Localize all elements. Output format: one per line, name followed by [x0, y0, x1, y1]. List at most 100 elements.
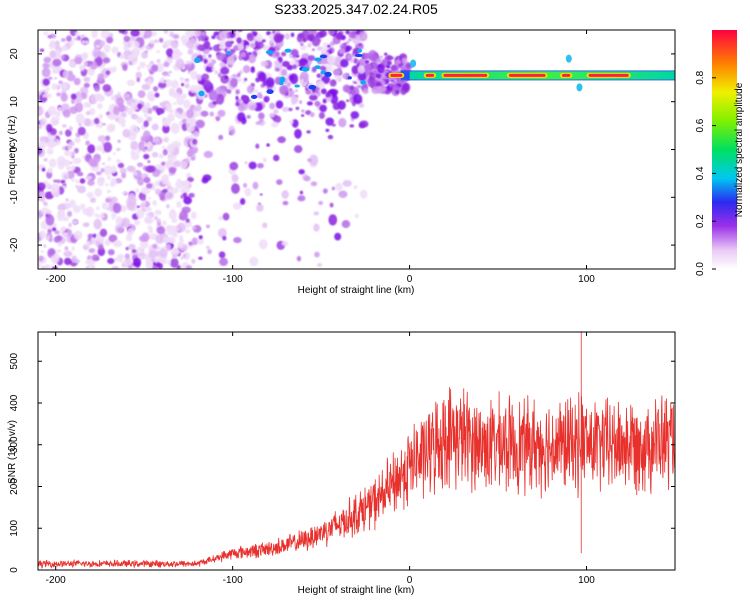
noise-speckle	[73, 77, 81, 86]
noise-speckle	[218, 251, 226, 259]
snr-y-tick-label: 100	[9, 519, 20, 536]
noise-speckle	[161, 71, 169, 77]
noise-speckle	[217, 227, 227, 238]
noise-speckle	[103, 44, 111, 53]
noise-speckle	[208, 89, 218, 101]
noise-speckle	[95, 44, 101, 49]
noise-speckle	[107, 249, 115, 256]
noise-speckle	[74, 31, 80, 36]
noise-speckle	[170, 122, 180, 134]
noise-speckle	[168, 70, 173, 74]
noise-speckle	[117, 162, 125, 169]
noise-speckle	[296, 34, 304, 43]
signal-blob	[314, 57, 322, 62]
noise-speckle	[54, 110, 61, 118]
noise-speckle	[48, 226, 53, 230]
noise-speckle	[57, 106, 63, 111]
noise-speckle	[257, 51, 261, 55]
noise-speckle	[280, 51, 287, 57]
noise-speckle	[61, 45, 68, 52]
noise-speckle	[306, 130, 311, 134]
noise-speckle	[172, 253, 177, 259]
noise-speckle	[123, 45, 129, 51]
noise-speckle	[157, 112, 161, 116]
noise-speckle	[165, 103, 173, 113]
noise-speckle	[185, 172, 192, 179]
noise-speckle	[85, 265, 90, 269]
noise-speckle	[79, 203, 86, 210]
noise-speckle	[393, 85, 401, 92]
colorbar-label: Normalized spectral amplitude	[734, 82, 745, 217]
spectrogram-x-axis: -200 -100 0 100	[46, 30, 595, 285]
noise-speckle	[201, 31, 206, 36]
noise-speckle	[237, 103, 246, 112]
spectrogram-y-tick-label: 0	[9, 146, 20, 152]
noise-speckle	[47, 106, 57, 116]
noise-speckle	[129, 124, 139, 136]
noise-speckle	[219, 61, 226, 68]
noise-speckle	[255, 143, 260, 149]
noise-speckle	[198, 256, 203, 260]
noise-speckle	[84, 40, 90, 45]
noise-speckle	[148, 228, 154, 234]
noise-speckle	[40, 197, 45, 202]
signal-blob	[308, 84, 317, 90]
noise-speckle	[189, 193, 195, 198]
noise-speckle	[106, 189, 112, 194]
noise-speckle	[345, 40, 350, 45]
signal-blob	[354, 53, 363, 58]
noise-speckle	[299, 190, 304, 195]
noise-speckle	[83, 61, 88, 67]
noise-speckle	[320, 88, 327, 95]
noise-speckle	[329, 88, 339, 96]
noise-speckle	[222, 235, 227, 241]
spectrogram-y-tick-label: 20	[9, 48, 20, 60]
noise-speckle	[224, 75, 228, 80]
snr-x-tick-label: 0	[407, 575, 413, 586]
noise-speckle	[353, 185, 358, 190]
noise-speckle	[140, 186, 151, 195]
noise-speckle	[386, 60, 392, 66]
spectrogram-y-tick-label: 10	[9, 96, 20, 108]
noise-speckle	[180, 194, 184, 199]
noise-speckle	[148, 250, 157, 259]
noise-speckle	[147, 225, 153, 230]
noise-speckle	[105, 183, 109, 187]
noise-speckle	[197, 238, 204, 245]
noise-speckle	[176, 200, 182, 208]
noise-speckle	[99, 212, 105, 219]
noise-speckle	[76, 185, 86, 194]
colorbar-tick-label: 0.2	[695, 214, 706, 228]
noise-speckle	[114, 257, 119, 262]
noise-speckle	[274, 67, 280, 72]
noise-speckle	[158, 248, 168, 258]
noise-speckle	[141, 200, 146, 205]
noise-speckle	[252, 181, 259, 190]
noise-speckle	[132, 257, 142, 268]
noise-speckle	[136, 246, 144, 253]
noise-speckle	[313, 223, 320, 232]
noise-speckle	[98, 244, 104, 251]
noise-speckle	[52, 58, 62, 67]
noise-speckle	[168, 166, 177, 174]
noise-speckle	[295, 106, 300, 110]
noise-speckle	[266, 31, 272, 36]
noise-speckle	[225, 40, 233, 48]
noise-speckle	[373, 69, 378, 75]
noise-speckle	[249, 43, 256, 49]
signal-band-peak	[425, 73, 435, 77]
noise-speckle	[122, 64, 128, 71]
noise-speckle	[152, 136, 160, 144]
noise-speckle	[181, 82, 185, 87]
noise-speckle	[237, 72, 241, 78]
snr-y-axis: 0 100 200 300 400 500	[9, 352, 675, 573]
noise-speckle	[45, 214, 55, 226]
noise-speckle	[74, 147, 79, 154]
noise-speckle	[269, 39, 274, 46]
noise-speckle	[331, 186, 335, 191]
noise-speckle	[325, 117, 335, 126]
noise-speckle	[43, 57, 52, 64]
noise-speckle	[173, 48, 180, 55]
noise-speckle	[149, 39, 155, 45]
signal-bump	[565, 54, 572, 63]
